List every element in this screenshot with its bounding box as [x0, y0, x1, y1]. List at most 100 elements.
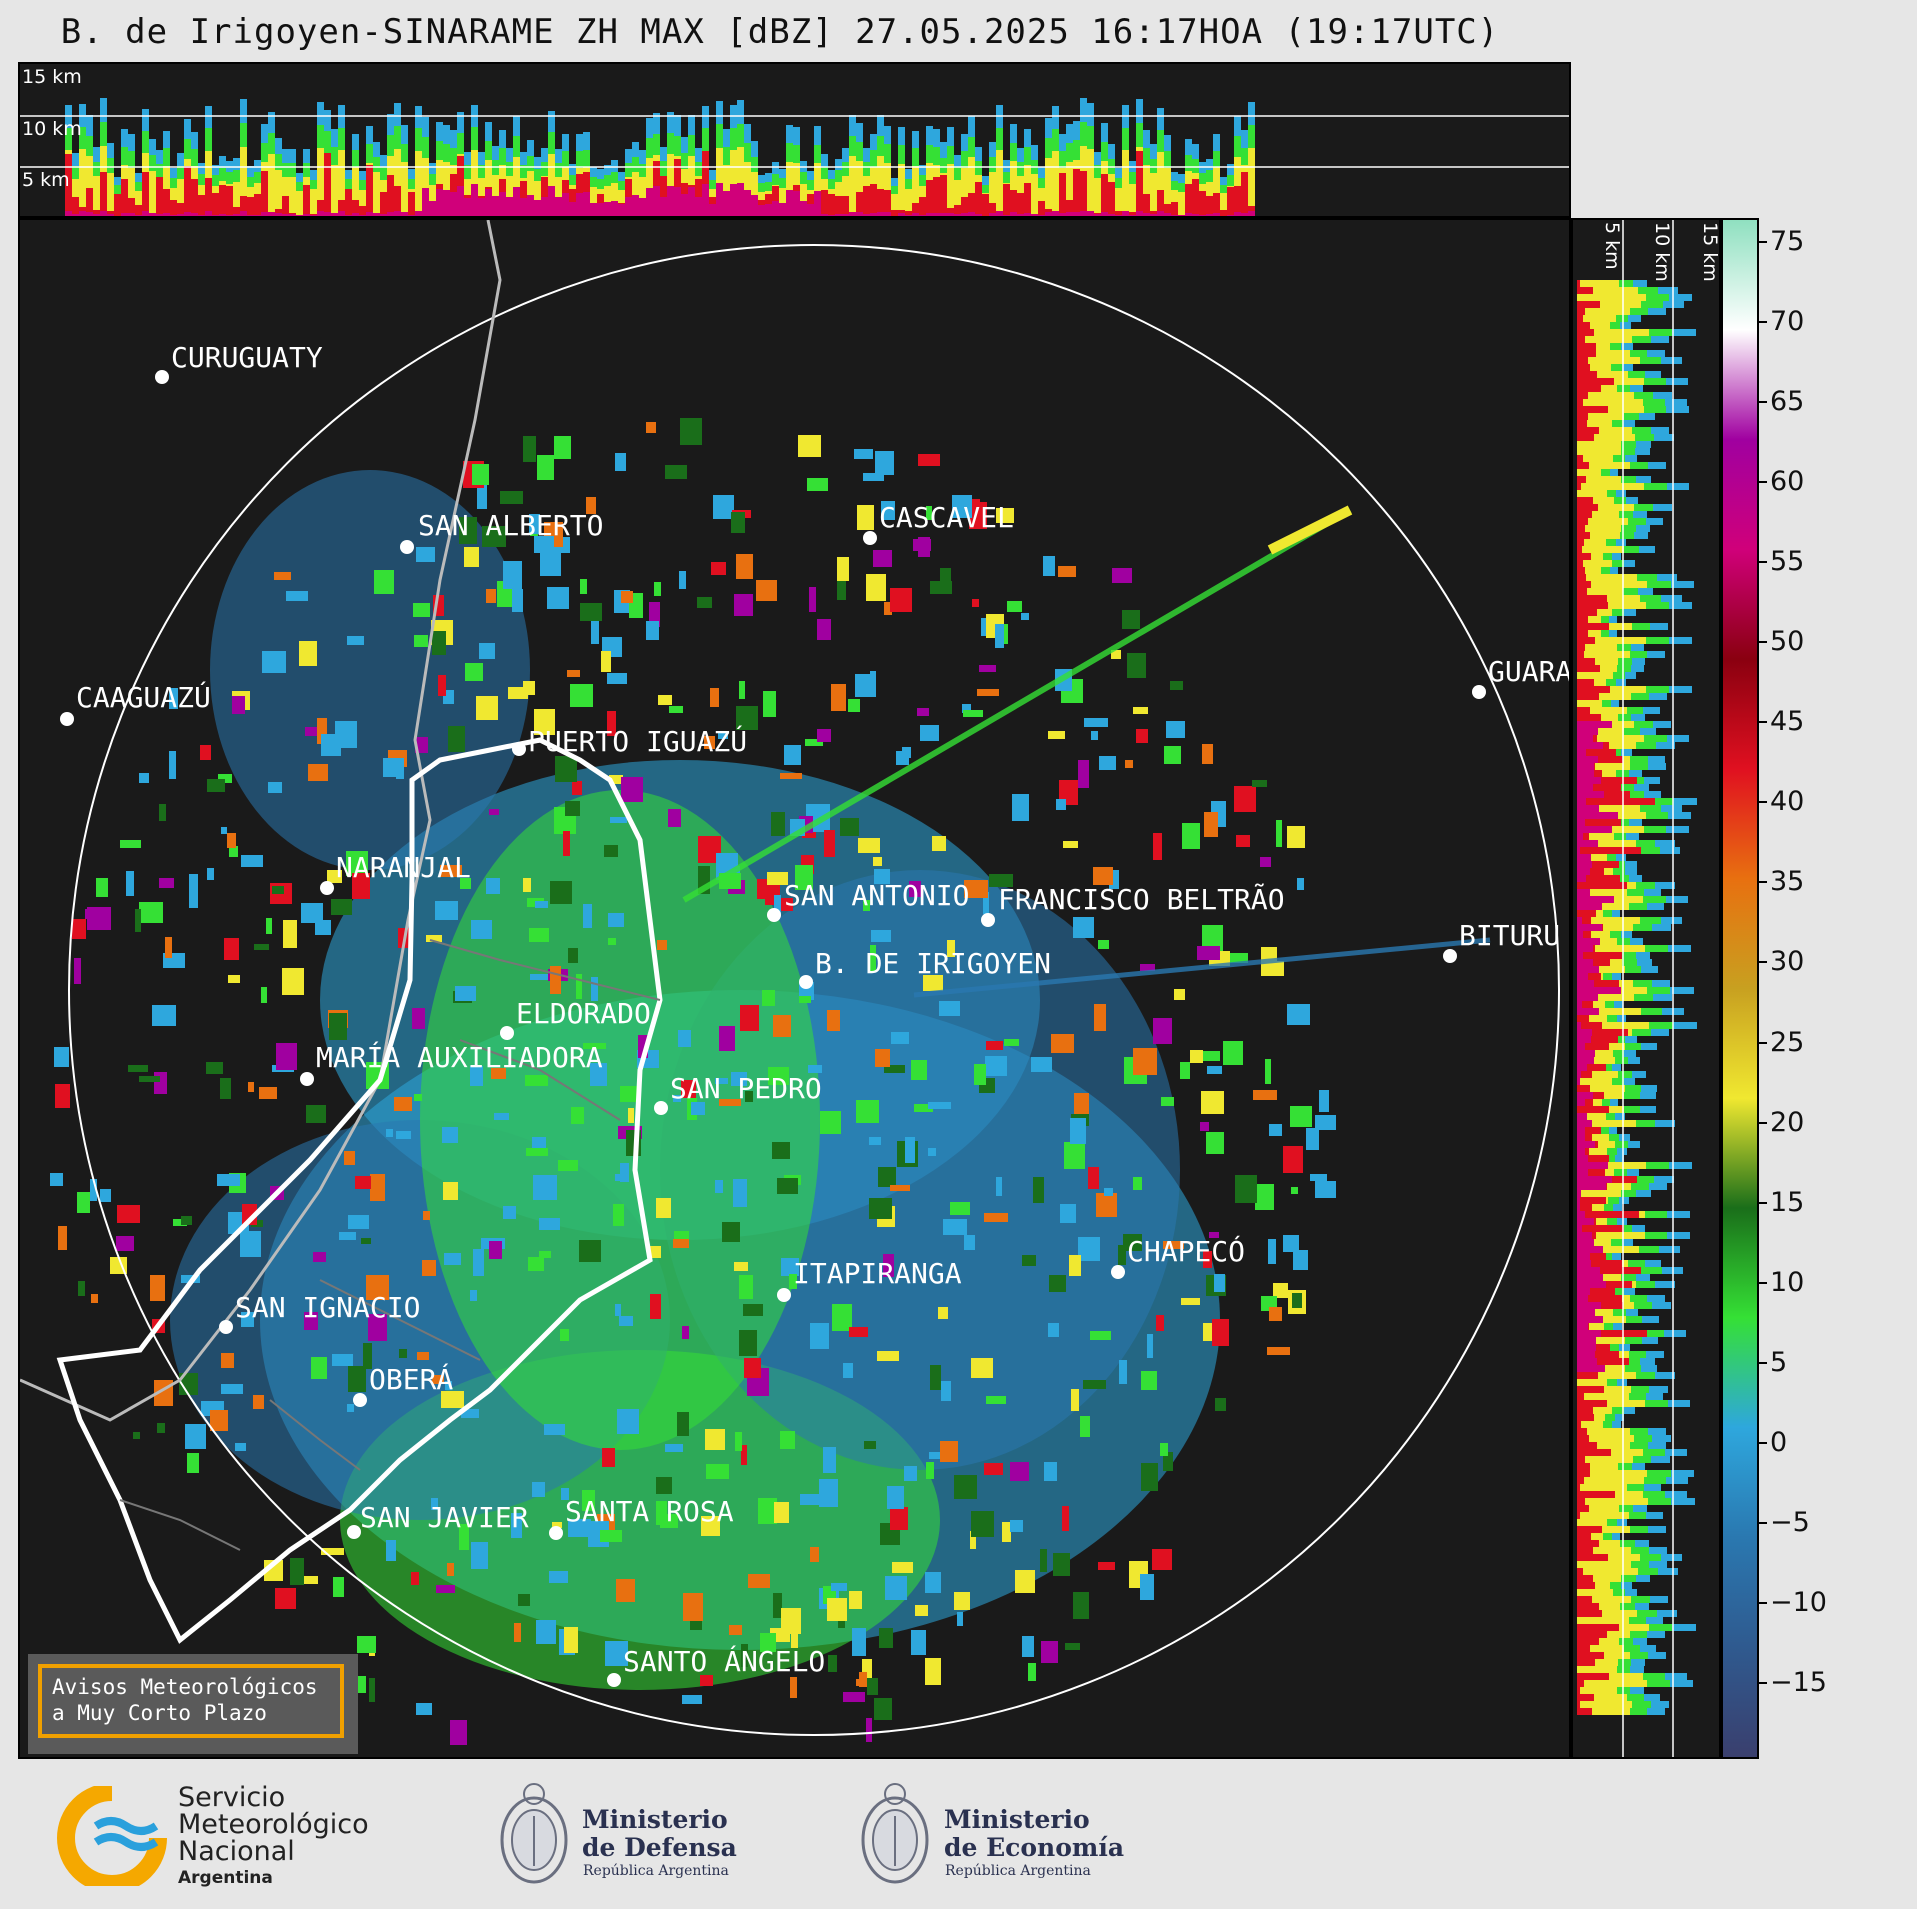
- profile-row: [1577, 994, 1598, 1001]
- profile-column: [135, 205, 142, 216]
- profile-row: [1577, 952, 1583, 959]
- profile-row: [1577, 644, 1617, 651]
- echo-cell: [678, 1030, 691, 1047]
- echo-cell: [489, 1241, 502, 1259]
- echo-cell: [1119, 1360, 1127, 1384]
- profile-row: [1577, 1036, 1618, 1043]
- profile-column: [1143, 213, 1150, 216]
- echo-cell: [412, 1008, 425, 1029]
- echo-cell: [817, 729, 831, 742]
- profile-row: [1577, 476, 1621, 483]
- echo-cell: [616, 1579, 635, 1602]
- profile-column: [1150, 173, 1157, 216]
- profile-column: [170, 215, 177, 216]
- echo-cell: [399, 1349, 407, 1358]
- echo-cell: [591, 977, 598, 1001]
- alert-link[interactable]: Avisos Meteorológicos a Muy Corto Plazo: [38, 1664, 344, 1738]
- echo-cell: [91, 1294, 98, 1303]
- echo-cell: [159, 804, 166, 821]
- echo-cell: [989, 874, 1013, 887]
- city-marker: [767, 908, 781, 922]
- colorbar-tick-label: −15: [1770, 1666, 1827, 1698]
- profile-column: [912, 166, 919, 216]
- profile-column: [121, 179, 128, 216]
- echo-cell: [433, 595, 444, 616]
- smn-logo-icon: [57, 1786, 167, 1886]
- profile-column: [1045, 212, 1052, 216]
- city-label-santo-angelo: SANTO ÁNGELO: [623, 1645, 826, 1678]
- profile-row: [1577, 546, 1624, 553]
- profile-row: [1577, 1085, 1625, 1092]
- profile-row: [1577, 1470, 1590, 1477]
- echo-cell: [414, 635, 428, 647]
- profile-column: [177, 214, 184, 216]
- defensa-line-3: República Argentina: [583, 1863, 729, 1879]
- profile-column: [849, 156, 856, 216]
- profile-column: [1003, 184, 1010, 216]
- echo-cell: [1111, 650, 1121, 659]
- profile-column: [1115, 188, 1122, 216]
- profile-row: [1577, 854, 1607, 861]
- profile-row: [1577, 560, 1612, 567]
- echo-cell: [417, 1352, 429, 1360]
- profile-column: [121, 213, 128, 216]
- profile-column: [1101, 212, 1108, 216]
- profile-row: [1577, 1407, 1612, 1414]
- profile-row: [1577, 1218, 1594, 1225]
- profile-column: [401, 162, 408, 216]
- profile-row: [1577, 1169, 1588, 1176]
- profile-row: [1577, 1463, 1618, 1470]
- profile-column: [786, 162, 793, 216]
- echo-cell: [1273, 1283, 1288, 1298]
- profile-row: [1577, 385, 1601, 392]
- profile-row: [1577, 1176, 1612, 1183]
- profile-row: [1577, 952, 1622, 959]
- profile-column: [191, 179, 198, 216]
- profile-column: [709, 204, 716, 216]
- echo-cell: [883, 1254, 894, 1277]
- profile-row: [1577, 1442, 1597, 1449]
- echo-cell: [500, 491, 523, 504]
- profile-row: [1577, 560, 1583, 567]
- profile-column: [870, 184, 877, 216]
- echo-cell: [691, 1102, 705, 1115]
- profile-row: [1577, 903, 1629, 910]
- echo-cell: [262, 651, 286, 673]
- profile-column: [1241, 213, 1248, 216]
- side-height-profile-panel: 5 km 10 km 15 km: [1571, 218, 1721, 1759]
- radar-map-panel[interactable]: CURUGUATY SAN ALBERTO CASCAVEL CAAGUAZÚ …: [18, 218, 1571, 1759]
- profile-row: [1577, 1498, 1585, 1505]
- defensa-line-1: Ministerio: [582, 1805, 728, 1834]
- side-reflectivity-profile: [1577, 220, 1697, 1757]
- profile-column: [303, 185, 310, 216]
- profile-row: [1577, 1050, 1595, 1057]
- profile-column: [961, 168, 968, 216]
- profile-row: [1577, 1596, 1631, 1603]
- profile-column: [408, 192, 415, 216]
- city-label-naranjal: NARANJAL: [336, 851, 471, 884]
- echo-cell: [135, 909, 141, 932]
- profile-column: [205, 211, 212, 216]
- colorbar-tick: [1759, 1361, 1767, 1364]
- profile-column: [289, 214, 296, 216]
- echo-cell: [90, 1179, 97, 1201]
- echo-cell: [586, 497, 596, 514]
- profile-row: [1577, 1659, 1595, 1666]
- echo-cell: [529, 928, 549, 942]
- colorbar-tick-label: −10: [1770, 1586, 1827, 1618]
- echo-cell: [849, 1327, 868, 1337]
- echo-cell: [1136, 729, 1148, 743]
- echo-cell: [549, 1571, 568, 1583]
- profile-column: [891, 210, 898, 216]
- profile-row: [1577, 1155, 1609, 1162]
- echo-cell: [849, 1591, 862, 1609]
- profile-column: [723, 165, 730, 216]
- profile-column: [611, 201, 618, 216]
- profile-row: [1577, 1134, 1609, 1141]
- echo-cell: [852, 1628, 866, 1656]
- echo-cell: [681, 1080, 696, 1098]
- echo-cell: [660, 1514, 678, 1528]
- profile-row: [1577, 322, 1590, 329]
- profile-row: [1577, 1519, 1607, 1526]
- profile-column: [184, 212, 191, 216]
